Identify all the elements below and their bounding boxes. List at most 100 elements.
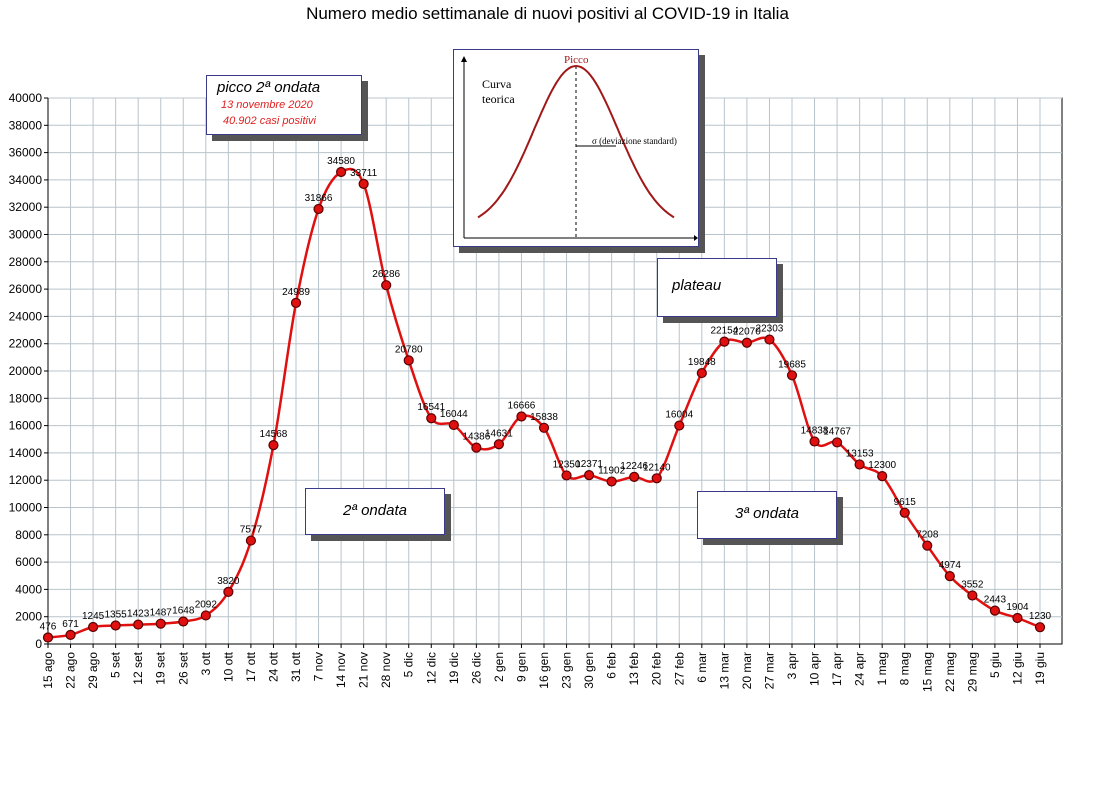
data-label: 1904 [1006,602,1029,613]
wave2-label: 2ª ondata [343,502,407,519]
wave2-annotation: 2ª ondata [305,488,445,535]
x-tick-label: 3 apr [785,652,799,679]
data-label: 12371 [575,459,603,470]
data-label: 13153 [846,448,874,459]
data-label: 12300 [868,460,896,471]
data-point [922,540,933,551]
plateau-annotation: plateau [657,258,777,317]
y-tick-label: 38000 [9,118,43,132]
data-point [178,616,189,627]
data-point [877,471,888,482]
data-label: 3552 [961,580,984,591]
x-tick-label: 5 dic [402,652,416,677]
y-tick-label: 40000 [9,91,43,105]
x-tick-label: 26 set [176,651,190,684]
x-tick-label: 2 gen [492,652,506,682]
data-point [1012,612,1023,624]
data-label: 7577 [240,525,263,536]
data-label: 12246 [620,461,648,472]
data-point [133,619,144,630]
data-point [335,166,347,178]
data-point [1034,622,1046,633]
y-tick-label: 30000 [9,228,43,242]
y-tick-label: 22000 [9,337,43,351]
data-point [899,507,910,518]
markers [42,166,1046,643]
x-tick-label: 26 dic [469,652,483,684]
data-label: 31866 [305,193,333,204]
inset-y-arrow [461,56,467,62]
x-tick-label: 23 gen [560,652,574,689]
wave3-annotation: 3ª ondata [697,491,837,539]
data-point [606,476,617,487]
data-label: 22154 [710,326,738,337]
data-point [516,411,527,422]
x-tick-label: 31 ott [289,651,303,682]
x-tick-label: 22 mag [943,652,957,692]
y-tick-label: 8000 [15,528,42,542]
data-point [448,419,459,431]
inset-curve-label-1: Curva [482,77,512,91]
x-tick-label: 13 feb [627,652,641,686]
x-tick-label: 19 set [154,651,168,684]
peak-annotation-cases: 40.902 casi positivi [223,115,316,127]
data-label: 4974 [939,560,962,571]
x-tick-label: 5 set [109,651,123,678]
y-tick-label: 28000 [9,255,43,269]
y-tick-label: 32000 [9,200,43,214]
data-point [358,178,369,189]
data-point [674,420,685,431]
data-point [696,367,707,379]
data-point [87,621,99,633]
data-point [200,610,211,621]
data-label: 14767 [823,426,851,437]
data-point [223,586,234,597]
data-label: 3820 [217,576,240,587]
plateau-label: plateau [672,277,722,294]
data-point [268,440,279,451]
y-tick-label: 0 [35,637,42,651]
data-label: 1245 [82,611,105,622]
x-tick-label: 17 apr [830,652,844,686]
data-point [65,629,76,640]
y-tick-label: 24000 [9,309,43,323]
data-label: 16044 [440,409,468,420]
x-tick-label: 19 giu [1033,652,1047,685]
peak-annotation: picco 2ª ondata 13 novembre 2020 40.902 … [206,75,362,135]
y-tick-label: 20000 [9,364,43,378]
x-tick-label: 24 ott [266,651,280,682]
data-point [967,590,978,601]
data-label: 33711 [350,168,378,179]
x-tick-label: 1 mag [875,652,889,685]
data-point [786,370,798,381]
data-label: 15838 [530,412,558,423]
theoretical-curve-inset: Curva teorica Picco σ (deviazione standa… [453,49,699,247]
data-point [583,470,595,481]
y-tick-label: 10000 [9,501,43,515]
x-tick-label: 16 gen [537,652,551,689]
data-label: 1487 [150,608,173,619]
x-tick-label: 14 nov [334,652,348,688]
inset-curve [477,64,675,219]
data-point [831,437,843,448]
y-tick-label: 6000 [15,555,42,569]
x-tick-label: 8 mag [898,652,912,685]
y-tick-label: 36000 [9,146,43,160]
y-tick-label: 12000 [9,473,43,487]
x-tick-label: 20 mar [740,652,754,689]
data-point [719,336,730,347]
y-tick-label: 16000 [9,419,43,433]
data-point [493,439,505,450]
data-point [651,473,662,484]
data-label: 14386 [462,432,490,443]
x-tick-label: 9 gen [514,652,528,682]
data-label: 19685 [778,359,806,370]
data-label: 14838 [801,425,829,436]
x-tick-label: 27 mar [762,652,776,689]
data-label: 12350 [553,459,581,470]
data-label: 14568 [260,429,288,440]
x-tick-label: 6 feb [605,652,619,679]
x-tick-label: 29 ago [86,652,100,689]
inset-x-arrow [694,235,698,241]
